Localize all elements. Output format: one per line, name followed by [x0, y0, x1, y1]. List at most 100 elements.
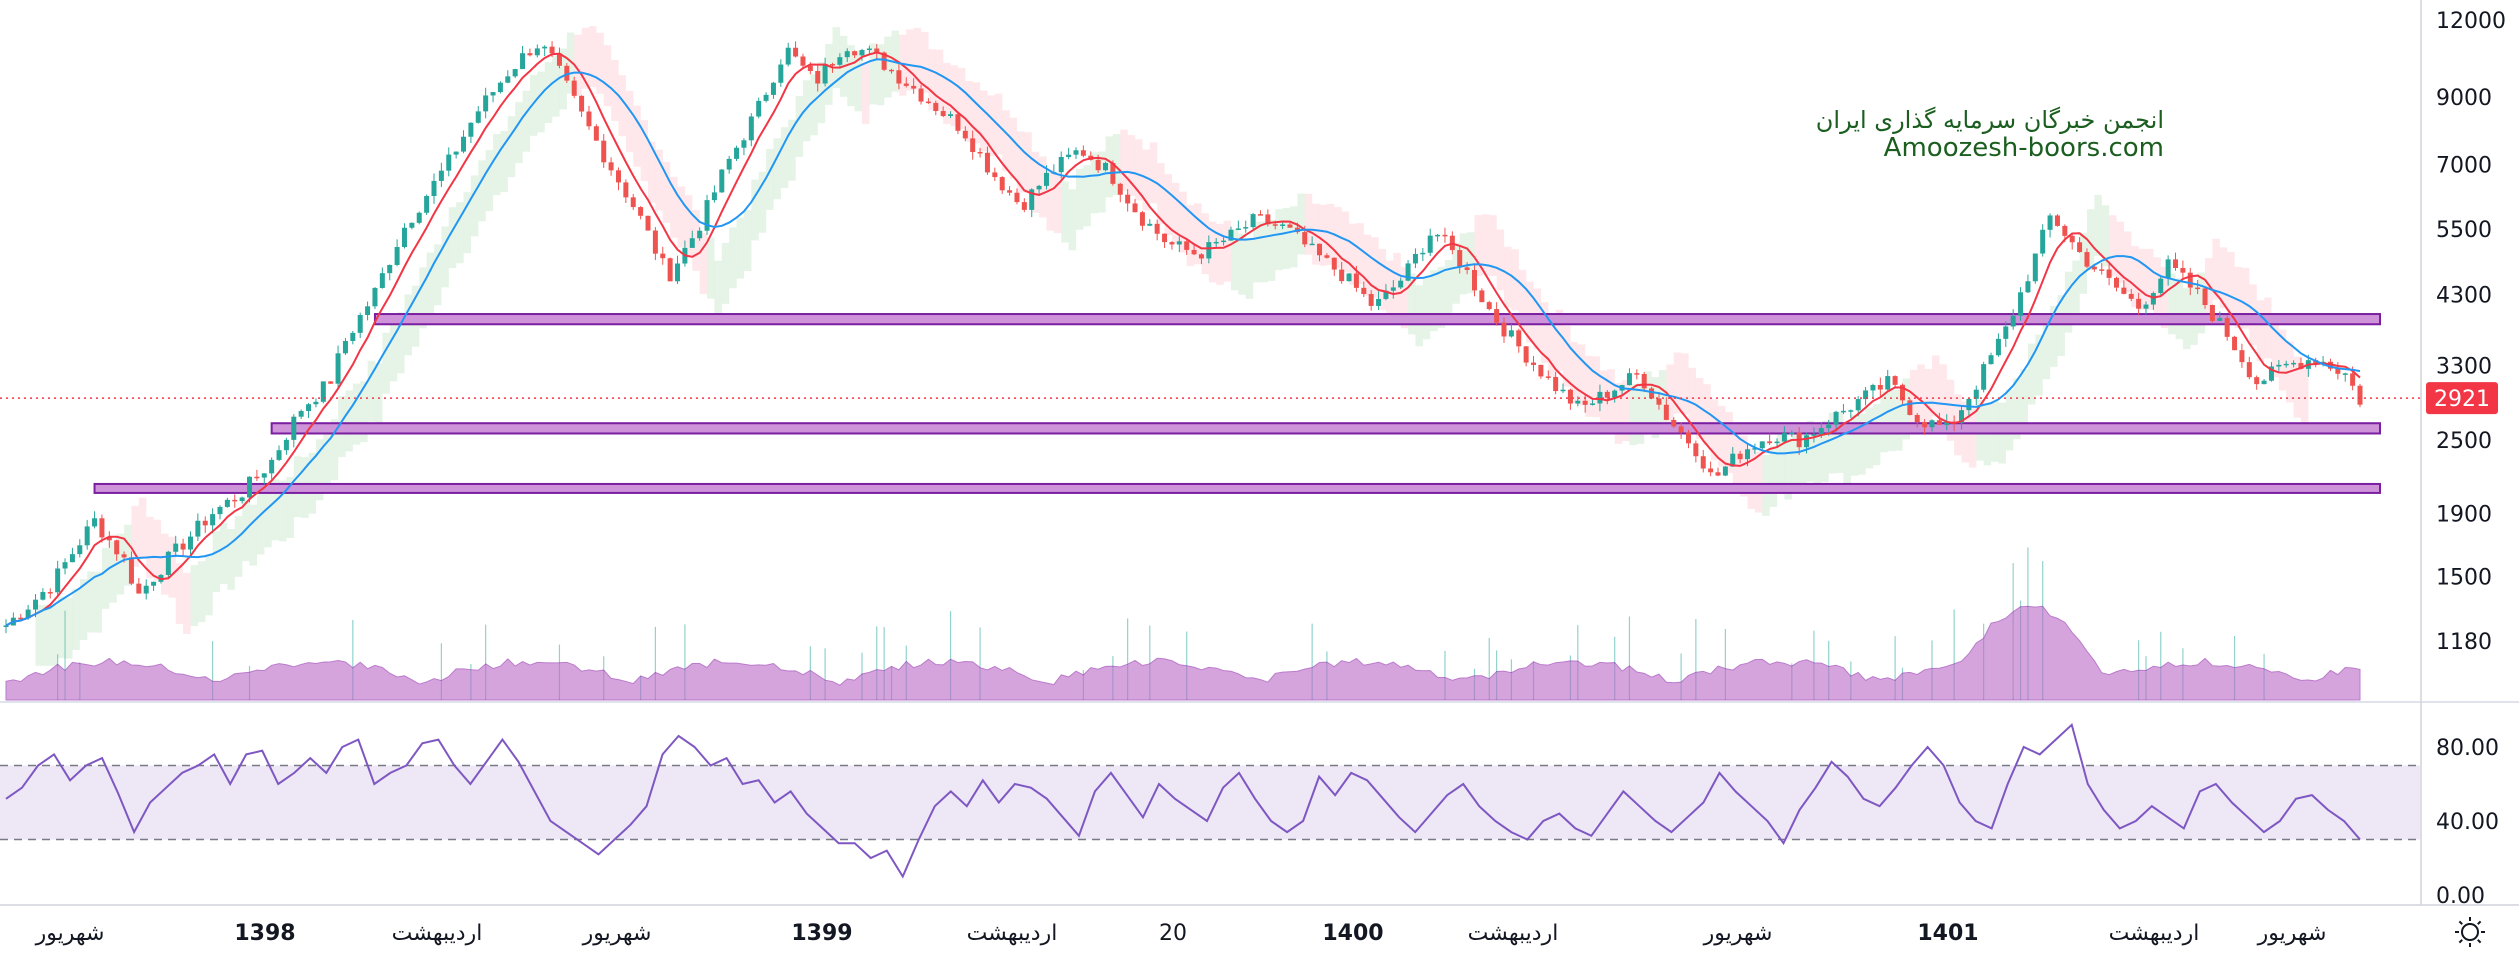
candle[interactable]	[1833, 411, 1839, 425]
candle[interactable]	[18, 617, 24, 620]
candle[interactable]	[652, 230, 658, 254]
candle[interactable]	[2040, 229, 2046, 254]
candle[interactable]	[1302, 232, 1308, 245]
candle[interactable]	[1376, 298, 1382, 306]
candle[interactable]	[1206, 242, 1212, 259]
candle[interactable]	[1818, 428, 1824, 435]
candle[interactable]	[1531, 362, 1537, 365]
candle[interactable]	[1722, 466, 1728, 476]
candle[interactable]	[136, 583, 142, 594]
candle[interactable]	[254, 476, 260, 479]
candle[interactable]	[1346, 273, 1352, 282]
candle[interactable]	[984, 152, 990, 173]
candle[interactable]	[365, 306, 371, 316]
candle[interactable]	[335, 353, 341, 384]
candle[interactable]	[114, 540, 120, 555]
candle[interactable]	[1538, 364, 1544, 377]
candle[interactable]	[62, 562, 68, 569]
candle[interactable]	[490, 92, 496, 96]
candle[interactable]	[2335, 368, 2341, 374]
candle[interactable]	[1265, 214, 1271, 225]
candle[interactable]	[608, 162, 614, 171]
candle[interactable]	[328, 381, 334, 384]
candle[interactable]	[1383, 290, 1389, 299]
candle[interactable]	[2150, 293, 2156, 305]
candle[interactable]	[291, 416, 297, 440]
candle[interactable]	[1280, 224, 1286, 226]
candle[interactable]	[1626, 373, 1632, 386]
candle[interactable]	[2084, 252, 2090, 267]
candle[interactable]	[2217, 318, 2223, 321]
candle[interactable]	[1774, 441, 1780, 444]
candle[interactable]	[1745, 449, 1751, 460]
candle[interactable]	[1848, 410, 1854, 412]
candle[interactable]	[1080, 150, 1086, 156]
candle[interactable]	[564, 65, 570, 81]
support-zone[interactable]	[270, 422, 2381, 435]
candle[interactable]	[2195, 287, 2201, 290]
candle[interactable]	[2113, 277, 2119, 288]
candle[interactable]	[2143, 304, 2149, 309]
candle[interactable]	[2246, 362, 2252, 378]
candle[interactable]	[1656, 398, 1662, 405]
candle[interactable]	[778, 64, 784, 83]
candle[interactable]	[675, 263, 681, 282]
candle[interactable]	[1169, 242, 1175, 245]
candle[interactable]	[409, 222, 415, 228]
candle[interactable]	[224, 499, 230, 507]
candle[interactable]	[1966, 398, 1972, 411]
candle[interactable]	[1029, 189, 1035, 210]
candle[interactable]	[734, 147, 740, 159]
candle[interactable]	[1553, 376, 1559, 392]
candle[interactable]	[962, 130, 968, 139]
candle[interactable]	[800, 56, 806, 66]
candle[interactable]	[1014, 192, 1020, 203]
candle[interactable]	[748, 116, 754, 141]
candle[interactable]	[1457, 250, 1463, 268]
rsi-line[interactable]	[5, 722, 2361, 879]
candle[interactable]	[977, 151, 983, 154]
candle[interactable]	[84, 526, 90, 546]
candle[interactable]	[232, 499, 238, 502]
candle[interactable]	[2099, 269, 2105, 271]
candle[interactable]	[180, 543, 186, 550]
candle[interactable]	[2062, 225, 2068, 236]
candle[interactable]	[1139, 212, 1145, 226]
candle[interactable]	[1826, 424, 1832, 429]
candle[interactable]	[269, 459, 275, 474]
candle[interactable]	[151, 581, 157, 586]
candle[interactable]	[586, 111, 592, 127]
candle[interactable]	[92, 518, 98, 527]
candle[interactable]	[807, 65, 813, 72]
candle[interactable]	[756, 100, 762, 117]
candle[interactable]	[2224, 318, 2230, 337]
candle[interactable]	[1922, 422, 1928, 428]
candle[interactable]	[1634, 373, 1640, 375]
candle[interactable]	[306, 404, 312, 412]
candle[interactable]	[1412, 253, 1418, 264]
candle[interactable]	[1567, 389, 1573, 404]
candle[interactable]	[933, 102, 939, 112]
candle[interactable]	[763, 94, 769, 101]
time-axis[interactable]: شهریور 1398 اردیبهشت شهریور 1399 اردیبهشت 20 14…	[35, 921, 2327, 946]
candle[interactable]	[40, 592, 46, 600]
candle[interactable]	[2025, 281, 2031, 293]
candle[interactable]	[453, 151, 459, 155]
candle[interactable]	[217, 506, 223, 515]
candle[interactable]	[1715, 472, 1721, 476]
candle[interactable]	[1132, 203, 1138, 213]
candle[interactable]	[1361, 287, 1367, 295]
candle[interactable]	[1730, 453, 1736, 467]
candle[interactable]	[2350, 373, 2356, 386]
candle[interactable]	[261, 473, 267, 478]
candle[interactable]	[1737, 453, 1743, 460]
candle[interactable]	[999, 177, 1005, 191]
candle[interactable]	[1575, 400, 1581, 404]
candle[interactable]	[1494, 309, 1500, 323]
candle[interactable]	[1213, 241, 1219, 244]
candle[interactable]	[1981, 364, 1987, 390]
candle[interactable]	[859, 50, 865, 56]
candle[interactable]	[1176, 241, 1182, 245]
